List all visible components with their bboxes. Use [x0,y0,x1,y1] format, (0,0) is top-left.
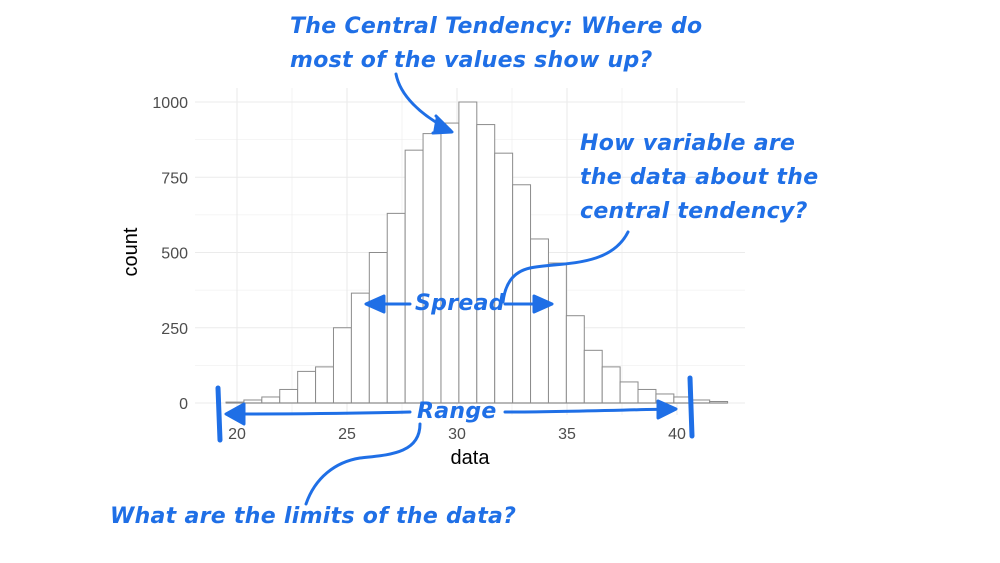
histogram-bar [386,212,406,404]
histogram-bar [404,149,424,404]
histogram-bar [494,152,514,404]
histogram-bar [332,327,352,404]
x-tick-label: 35 [558,426,576,443]
histogram-bars [225,101,729,404]
histogram-bar [583,349,603,404]
range-label: Range [417,399,497,424]
central-tendency-arrowhead [431,114,454,135]
limits-pointer [304,422,422,506]
y-axis-title: count [120,227,142,276]
range-line-left [226,410,412,416]
limits-annotation: What are the limits of the data? [110,504,517,529]
x-axis-title: data [451,447,491,469]
histogram-bar [440,122,460,404]
histogram-bar [637,388,657,404]
y-tick-label: 750 [161,170,188,187]
range-arrowhead-left [224,402,246,426]
histogram-bar [368,252,388,404]
histogram-bar [476,124,496,404]
y-axis-ticks: 0 250 500 750 1000 [152,95,188,413]
spread-label: Spread [415,291,505,316]
x-tick-label: 25 [338,426,356,443]
y-tick-label: 500 [161,246,188,263]
range-line-right [503,407,674,414]
range-right-bar [687,375,695,439]
y-tick-label: 0 [179,396,188,413]
histogram-bar [350,292,370,404]
histogram-bar [547,262,567,404]
variability-line-1: How variable are [580,131,796,156]
range-left-bar [215,385,223,443]
x-tick-label: 20 [228,426,246,443]
histogram-bar [512,184,532,404]
histogram-bar [297,370,317,404]
x-tick-label: 40 [668,426,686,443]
central-tendency-line-2: most of the values show up? [290,48,653,73]
variability-annotation: How variable are the data about the cent… [580,127,818,229]
variability-pointer [501,230,630,304]
histogram-bar [279,388,299,404]
histogram-bar [565,315,585,404]
histogram-bar [530,238,549,404]
histogram-bar [315,366,334,404]
variability-line-3: central tendency? [580,199,808,224]
y-tick-label: 1000 [152,95,188,112]
y-tick-label: 250 [161,321,188,338]
spread-arrowhead-left [364,294,386,314]
x-tick-label: 30 [448,426,466,443]
histogram-bar [458,101,478,404]
central-tendency-annotation: The Central Tendency: Where do most of t… [290,10,702,78]
annotation-arrows [215,72,695,506]
histogram-bar [422,133,442,404]
x-axis-ticks: 20 25 30 35 40 [228,426,686,443]
variability-line-2: the data about the [580,165,819,190]
range-arrowhead-right [656,399,678,420]
central-tendency-line-1: The Central Tendency: Where do [290,14,703,39]
histogram-bar [619,381,639,404]
spread-arrowhead-right [532,294,554,314]
histogram-bar [261,396,281,404]
histogram-bar [601,366,621,404]
